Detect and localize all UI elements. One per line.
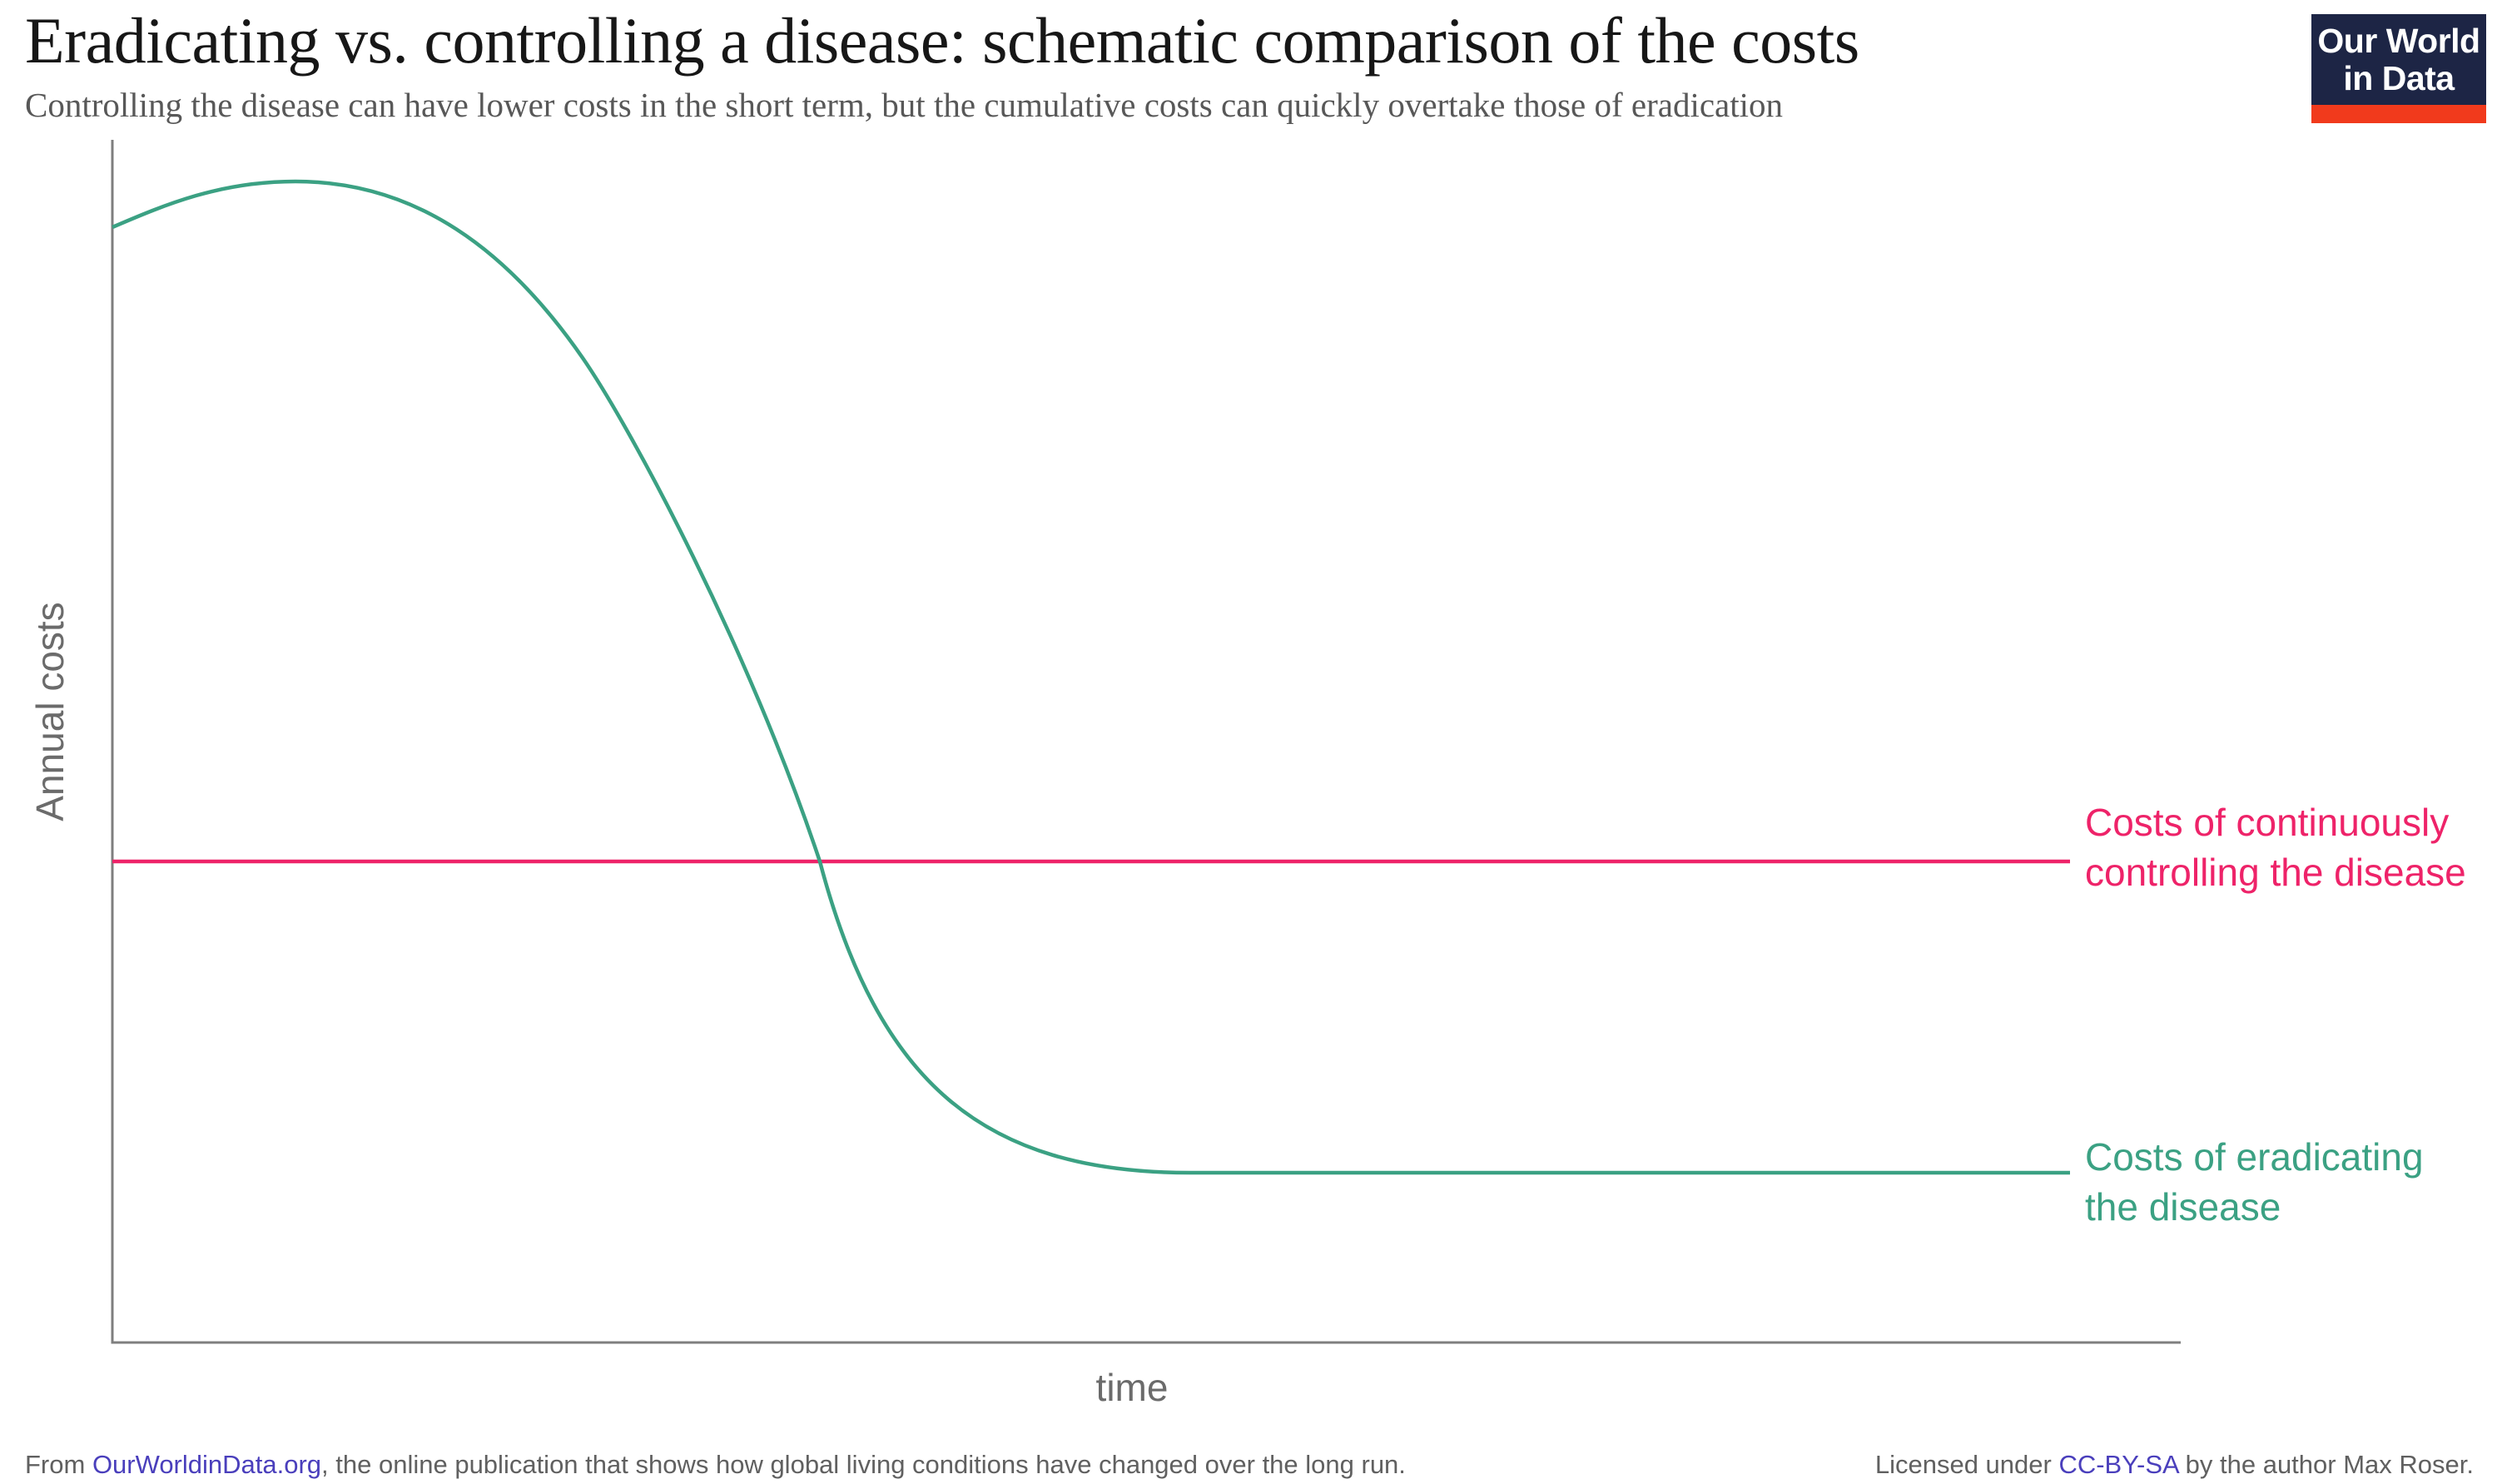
footer-source: From OurWorldinData.org, the online publ…	[25, 1450, 1406, 1480]
eradication-series-label-line1: Costs of eradicating	[2085, 1135, 2424, 1179]
footer-ccbysa-link[interactable]: CC-BY-SA	[2058, 1450, 2179, 1479]
eradication-series-label: Costs of eradicating the disease	[2085, 1132, 2424, 1232]
owid-logo-red-bar	[2311, 105, 2486, 123]
footer-license-prefix: Licensed under	[1874, 1450, 2059, 1479]
owid-logo-line1: Our World	[2317, 22, 2480, 61]
page-subtitle: Controlling the disease can have lower c…	[25, 86, 1784, 124]
footer-owid-link[interactable]: OurWorldinData.org	[92, 1450, 322, 1479]
y-axis-label: Annual costs	[28, 602, 72, 821]
axis-lines	[111, 140, 2181, 1344]
owid-logo[interactable]: Our World in Data	[2311, 14, 2486, 123]
owid-logo-navy-box: Our World in Data	[2311, 14, 2486, 105]
owid-logo-line2: in Data	[2343, 58, 2455, 97]
page-title: Eradicating vs. controlling a disease: s…	[25, 4, 1859, 77]
control-series-label: Costs of continuously controlling the di…	[2085, 797, 2466, 897]
footer-license-suffix: by the author Max Roser.	[2178, 1450, 2474, 1479]
control-series-label-line1: Costs of continuously	[2085, 801, 2450, 844]
footer-license: Licensed under CC-BY-SA by the author Ma…	[1875, 1450, 2474, 1480]
control-series-label-line2: controlling the disease	[2085, 851, 2466, 894]
eradication-series-label-line2: the disease	[2085, 1185, 2281, 1228]
x-axis-label: time	[1095, 1366, 1169, 1409]
eradication-cost-curve	[112, 179, 2070, 1175]
footer-source-suffix: , the online publication that shows how …	[321, 1450, 1406, 1479]
footer-source-prefix: From	[25, 1450, 92, 1479]
